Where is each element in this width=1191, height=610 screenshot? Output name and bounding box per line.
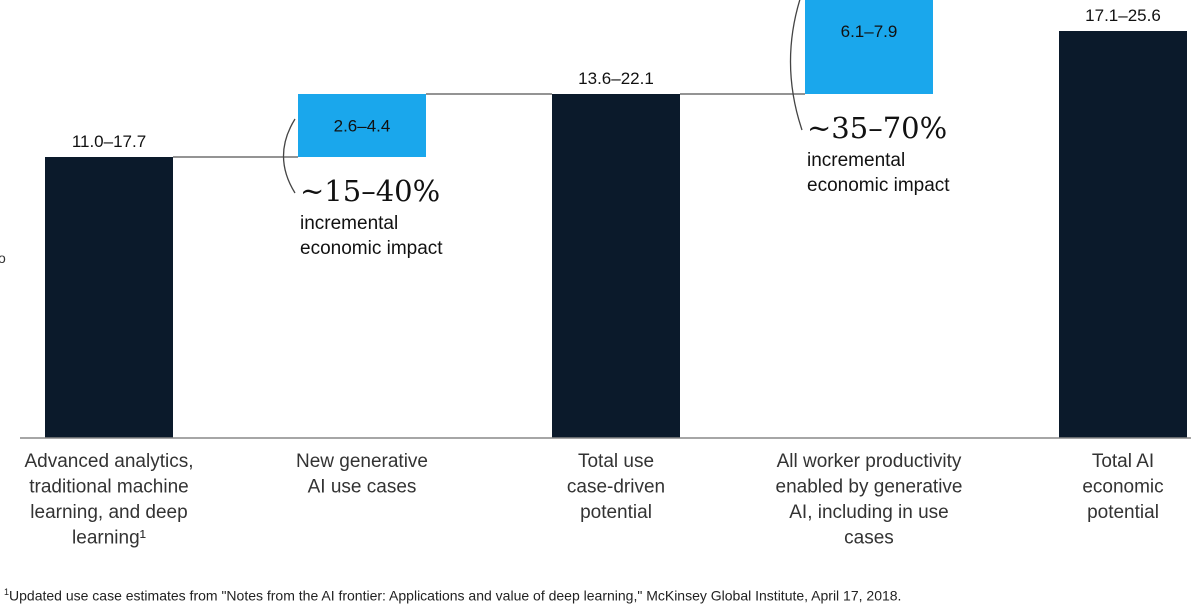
annotation-percent: ~35–70% (807, 111, 947, 145)
category-label-line: All worker productivity (777, 451, 962, 472)
category-label-line: New generative (296, 451, 428, 472)
annotation-text: economic impact (300, 238, 443, 259)
annotation-text: incremental (300, 213, 398, 234)
edge-glyph: o (0, 250, 6, 266)
category-label-line: Total use (578, 451, 654, 472)
category-label-line: Total AI (1092, 451, 1154, 472)
footnote-marker: 1 (4, 587, 10, 597)
bar-value-label: 13.6–22.1 (578, 69, 654, 88)
category-label-line: case-driven (567, 477, 665, 498)
category-label-line: cases (844, 528, 894, 549)
category-label-line: learning¹ (72, 528, 146, 549)
annotation-bracket (789, 0, 803, 131)
category-label-line: Advanced analytics, (25, 451, 194, 472)
bar-value-label: 17.1–25.6 (1085, 6, 1161, 25)
annotation-text: incremental (807, 150, 905, 171)
footnote-text: Updated use case estimates from "Notes f… (9, 587, 902, 604)
category-label-line: traditional machine (29, 477, 188, 498)
footnote: 1Updated use case estimates from "Notes … (4, 587, 901, 604)
waterfall-chart: 11.0–17.7 2.6–4.4 13.6–22.1 6.1–7.9 17.1–25.… (20, 0, 1191, 549)
category-label-line: AI use cases (308, 477, 417, 498)
increment-bar (298, 94, 426, 157)
annotation-text: economic impact (807, 175, 950, 196)
category-label-line: enabled by generative (776, 477, 963, 498)
total-bar (1059, 31, 1187, 438)
category-label-line: potential (580, 502, 652, 523)
category-label: Total use case-driven potential (567, 451, 665, 523)
bar-value-label: 11.0–17.7 (72, 132, 146, 151)
annotation-percent: ~15–40% (300, 174, 440, 208)
total-bar (45, 157, 173, 438)
increment-bar (805, 0, 933, 94)
category-label-line: learning, and deep (30, 502, 187, 523)
annotation-bracket (282, 118, 296, 194)
category-label-line: potential (1087, 502, 1159, 523)
category-label: New generative AI use cases (296, 451, 428, 498)
total-bar (552, 94, 680, 438)
category-label-line: economic (1082, 477, 1163, 498)
bar-value-label: 6.1–7.9 (841, 22, 898, 41)
bar-value-label: 2.6–4.4 (334, 117, 391, 136)
category-label: All worker productivity enabled by genera… (776, 451, 963, 549)
category-label: Advanced analytics, traditional machine le… (25, 451, 194, 549)
category-label: Total AI economic potential (1082, 451, 1163, 523)
category-label-line: AI, including in use (789, 502, 949, 523)
